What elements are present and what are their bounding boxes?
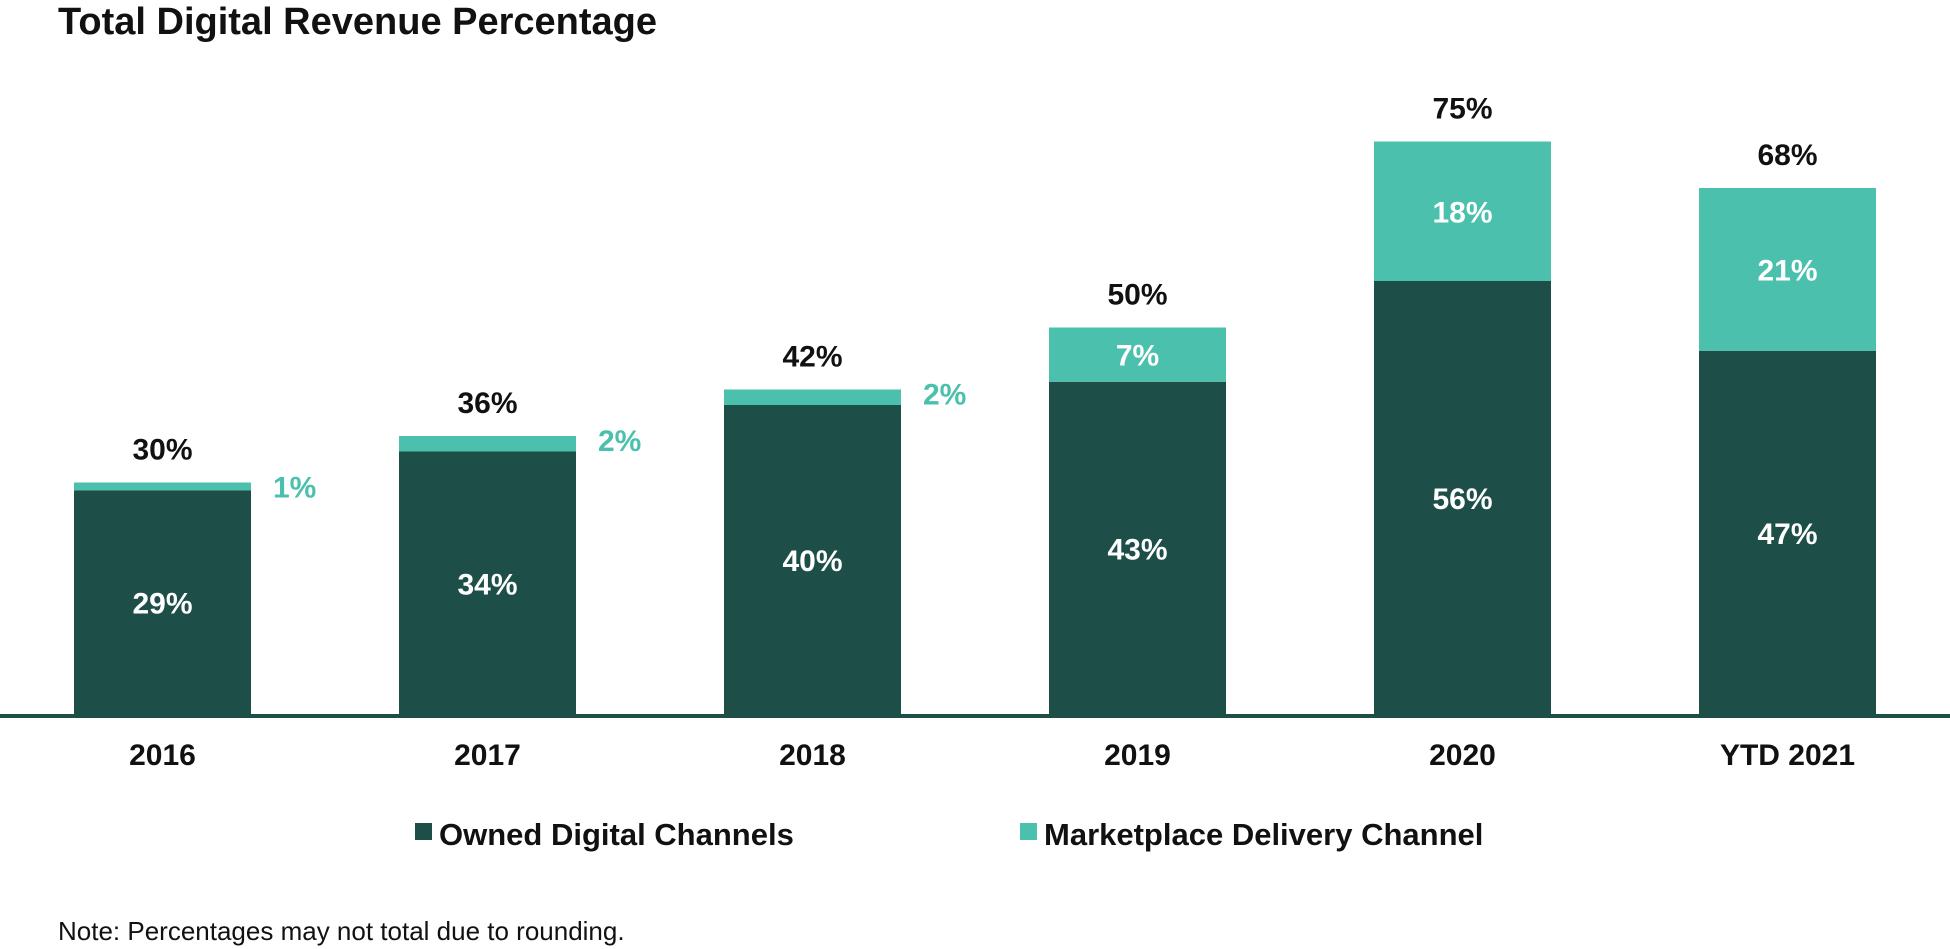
category-label-1: 2017 [454,739,521,772]
bar-owned-5 [1699,350,1876,715]
bar-owned-1 [399,451,576,715]
label-owned-1: 34% [457,568,517,601]
total-label-3: 50% [1107,279,1167,312]
bar-marketplace-3 [1049,327,1226,382]
total-label-2: 42% [782,341,842,374]
legend-label-marketplace: Marketplace Delivery Channel [1044,817,1483,852]
bar-owned-4 [1374,281,1551,715]
label-owned-5: 47% [1757,518,1817,551]
label-marketplace-2: 2% [923,379,966,412]
legend-label-owned: Owned Digital Channels [439,817,794,852]
total-label-0: 30% [132,434,192,467]
category-label-2: 2018 [779,739,846,772]
chart-note: Note: Percentages may not total due to r… [58,916,625,946]
bar-marketplace-2 [724,389,901,405]
chart-title: Total Digital Revenue Percentage [58,1,658,43]
bar-marketplace-0 [74,482,251,491]
category-label-4: 2020 [1429,739,1496,772]
bar-owned-0 [74,490,251,715]
total-label-1: 36% [457,387,517,420]
bar-owned-2 [724,405,901,715]
label-marketplace-4: 18% [1432,196,1492,229]
legend-swatch-owned [415,823,432,840]
bar-owned-3 [1049,381,1226,715]
label-owned-2: 40% [782,545,842,578]
label-marketplace-3: 7% [1116,340,1159,373]
label-owned-0: 29% [132,588,192,621]
category-label-0: 2016 [129,739,196,772]
label-marketplace-1: 2% [598,425,641,458]
bar-marketplace-5 [1699,188,1876,351]
bar-marketplace-1 [399,436,576,452]
label-owned-4: 56% [1432,483,1492,516]
label-marketplace-0: 1% [273,472,316,505]
bar-marketplace-4 [1374,141,1551,281]
category-label-5: YTD 2021 [1720,739,1855,772]
category-label-3: 2019 [1104,739,1171,772]
total-label-5: 68% [1757,139,1817,172]
label-owned-3: 43% [1107,533,1167,566]
legend-swatch-marketplace [1020,823,1037,840]
total-label-4: 75% [1432,93,1492,126]
label-marketplace-5: 21% [1757,254,1817,287]
